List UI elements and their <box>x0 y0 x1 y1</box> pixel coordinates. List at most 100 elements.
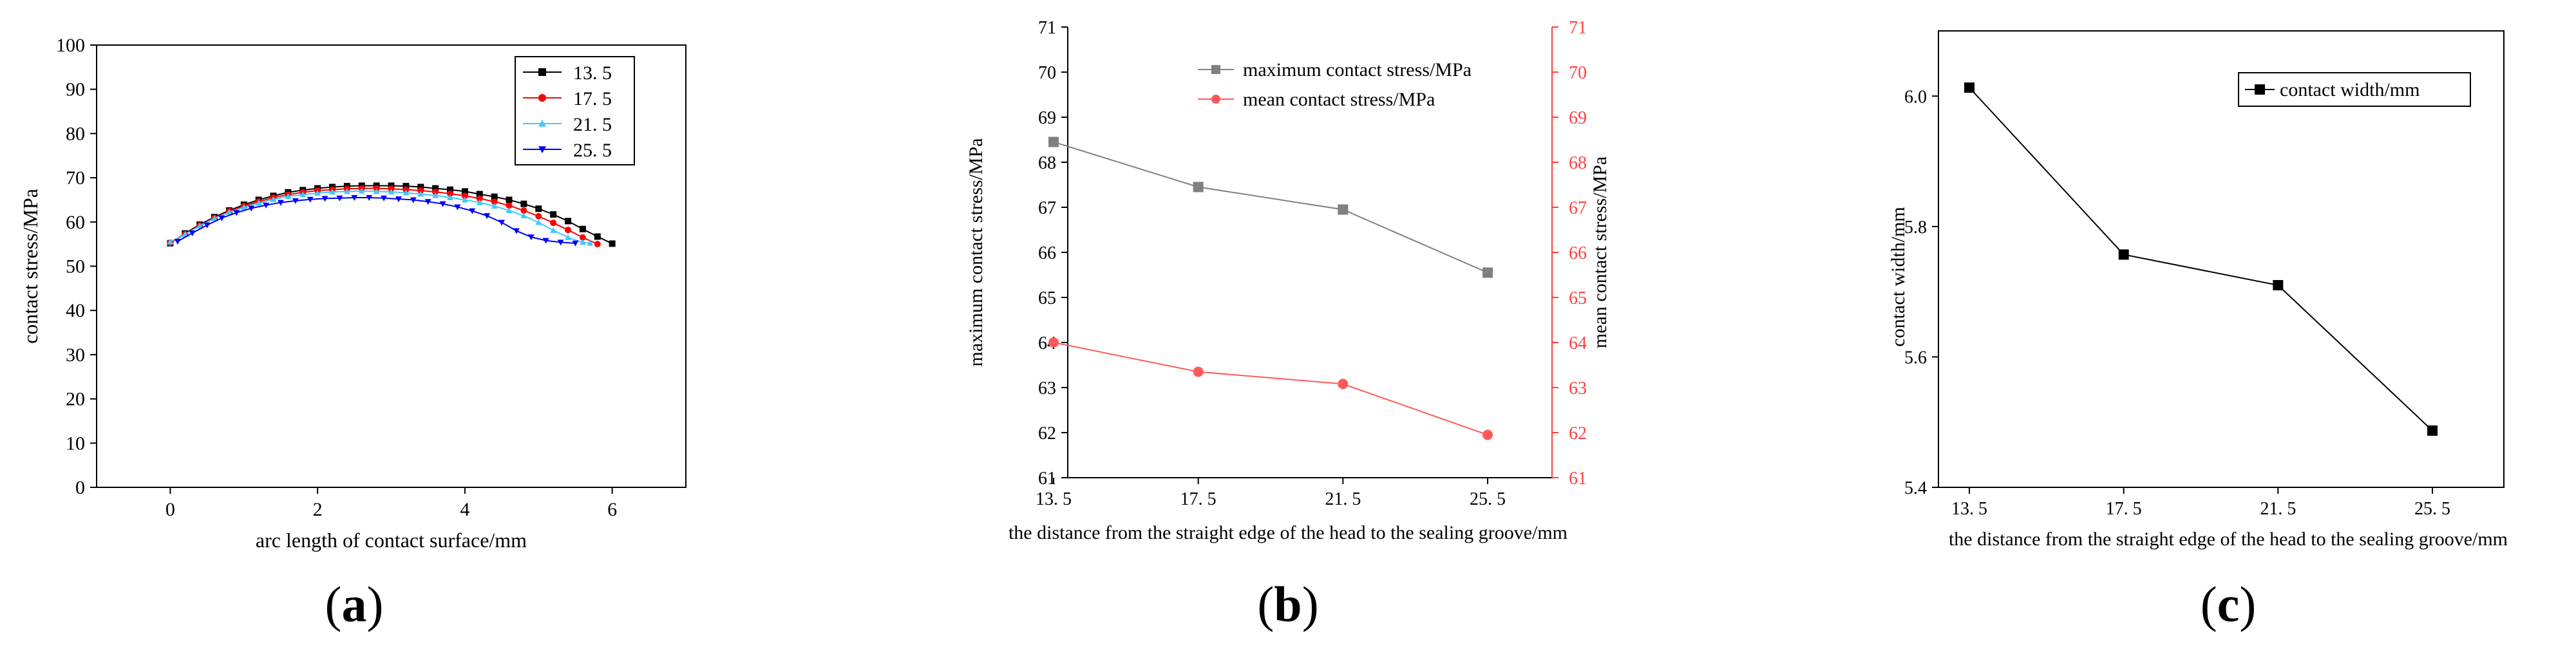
data-point <box>292 198 299 204</box>
y-tick-label: 70 <box>1038 63 1056 83</box>
data-point <box>373 188 380 194</box>
y-tick-label: 69 <box>1038 108 1056 128</box>
data-point <box>248 205 255 212</box>
y-right-tick-label: 71 <box>1569 18 1587 38</box>
data-point <box>572 240 579 247</box>
legend: contact width/mm <box>2238 72 2471 107</box>
y-right-tick-label: 64 <box>1569 333 1587 353</box>
data-point <box>1048 136 1059 147</box>
caption-a: (a) <box>325 576 384 632</box>
y-tick-label: 67 <box>1038 198 1056 218</box>
data-point <box>299 191 307 198</box>
legend-marker <box>538 94 546 102</box>
y-tick-label: 71 <box>1038 18 1056 38</box>
data-point <box>491 198 498 205</box>
data-point <box>447 194 453 201</box>
series-line <box>1053 342 1488 436</box>
data-point <box>1482 267 1493 278</box>
data-point <box>204 222 211 229</box>
legend-box <box>515 56 635 165</box>
data-point <box>594 233 601 240</box>
x-tick-label: 4 <box>460 499 469 520</box>
data-point <box>1964 82 1975 93</box>
data-point <box>1338 379 1349 389</box>
data-point <box>182 231 189 238</box>
y-tick-label: 5.6 <box>1904 348 1927 368</box>
y-tick-label: 60 <box>66 212 85 233</box>
data-point <box>285 192 292 199</box>
legend-marker <box>538 68 546 76</box>
data-point <box>609 240 616 247</box>
data-point <box>225 209 232 215</box>
panel-a-chart: 0 10 20 30 40 50 60 70 80 90 100 0 2 4 6 arc length of … <box>19 35 687 552</box>
series-line <box>1053 141 1488 274</box>
data-point <box>424 199 431 205</box>
data-point <box>447 186 453 193</box>
data-point <box>484 213 491 220</box>
data-point <box>498 220 506 226</box>
data-point <box>388 189 395 195</box>
y-axis-label: contact width/mm <box>1888 207 1909 346</box>
y-tick-label: 40 <box>66 300 85 321</box>
data-point <box>491 193 498 200</box>
data-point <box>417 191 424 197</box>
x-tick-label: 17. 5 <box>2106 499 2142 519</box>
data-point <box>476 199 483 205</box>
data-point <box>491 203 498 209</box>
data-point <box>218 215 225 221</box>
y-tick-label: 5.8 <box>1904 218 1927 238</box>
x-tick-label: 6 <box>607 499 617 520</box>
data-point <box>240 204 247 211</box>
y-axis-label: maximum contact stress/MPa <box>965 138 987 367</box>
data-point <box>189 230 196 236</box>
y-tick-label: 80 <box>66 123 85 144</box>
x-tick-label: 13. 5 <box>1951 499 1987 519</box>
series-3 <box>174 195 579 247</box>
data-point <box>565 218 571 225</box>
x-tick-label: 13. 5 <box>1036 489 1072 509</box>
x-axis-label: the distance from the straight edge of t… <box>1009 522 1567 543</box>
y-tick-label: 20 <box>66 389 85 410</box>
y-axis-label-right: mean contact stress/MPa <box>1589 156 1611 348</box>
data-point <box>2427 425 2438 436</box>
y-axis-label: contact stress/MPa <box>19 189 42 344</box>
data-point <box>211 215 218 221</box>
data-point <box>461 188 468 195</box>
series-line <box>177 197 576 244</box>
caption-b: (b) <box>1257 576 1318 632</box>
y-right-tick-label: 63 <box>1569 379 1587 399</box>
y-tick-label: 62 <box>1038 424 1056 444</box>
legend-label: 17. 5 <box>573 88 612 109</box>
data-point <box>277 200 284 206</box>
data-point <box>174 239 181 245</box>
data-point <box>461 192 468 200</box>
legend-marker <box>538 146 546 153</box>
x-tick-label: 21. 5 <box>1325 489 1361 509</box>
data-point <box>1193 366 1204 377</box>
legend-marker <box>2255 84 2265 95</box>
data-point <box>196 222 204 229</box>
legend: maximum contact stress/MPa mean contact s… <box>1198 59 1472 110</box>
data-point <box>461 196 468 203</box>
y-tick-label: 5.4 <box>1904 478 1927 498</box>
series-0 <box>1964 82 2438 436</box>
data-point <box>2273 280 2284 291</box>
data-point <box>579 234 586 241</box>
data-point <box>565 227 571 234</box>
data-point <box>402 189 410 196</box>
panel-c-chart: 5.4 5.6 5.8 6.0 13. 5 17. 5 21. 5 25. 5 the dist… <box>1888 30 2508 550</box>
data-point <box>535 212 542 220</box>
y-right-tick-label: 68 <box>1569 153 1587 173</box>
y-tick-label: 66 <box>1038 243 1056 263</box>
data-point <box>439 201 446 207</box>
series-line <box>169 190 591 244</box>
data-point <box>1048 337 1059 348</box>
data-point <box>535 219 542 225</box>
data-point <box>506 196 513 203</box>
data-point <box>351 195 358 202</box>
data-point <box>255 200 262 206</box>
caption-c: (c) <box>2201 576 2257 632</box>
data-point <box>432 192 439 198</box>
y-tick-label: 65 <box>1038 288 1056 308</box>
data-point <box>2118 249 2129 260</box>
